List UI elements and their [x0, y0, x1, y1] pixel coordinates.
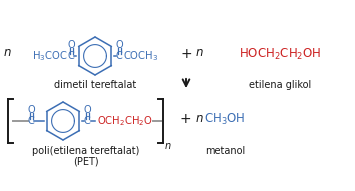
- Text: dimetil tereftalat: dimetil tereftalat: [54, 80, 136, 90]
- Text: $n$: $n$: [3, 46, 11, 60]
- Text: metanol: metanol: [205, 146, 245, 156]
- Text: CH$_3$OH: CH$_3$OH: [204, 112, 246, 127]
- Text: $n$: $n$: [195, 112, 203, 125]
- Text: COCH$_3$: COCH$_3$: [123, 49, 158, 63]
- Text: etilena glikol: etilena glikol: [249, 80, 311, 90]
- Text: O: O: [83, 105, 91, 115]
- Text: +: +: [179, 112, 191, 126]
- Text: O: O: [27, 105, 35, 115]
- Text: HOCH$_2$CH$_2$OH: HOCH$_2$CH$_2$OH: [239, 46, 321, 62]
- Text: O: O: [67, 40, 75, 50]
- Text: (PET): (PET): [73, 156, 98, 166]
- Text: C: C: [68, 51, 75, 61]
- Text: $n$: $n$: [195, 46, 203, 60]
- Text: $n$: $n$: [164, 141, 171, 151]
- Text: H$_3$COC: H$_3$COC: [32, 49, 68, 63]
- Text: C: C: [84, 116, 91, 126]
- Text: +: +: [180, 47, 192, 61]
- Text: C: C: [116, 51, 122, 61]
- Text: C: C: [28, 116, 34, 126]
- Text: poli(etilena tereftalat): poli(etilena tereftalat): [32, 146, 139, 156]
- Text: O: O: [115, 40, 123, 50]
- Text: OCH$_2$CH$_2$O: OCH$_2$CH$_2$O: [97, 114, 153, 128]
